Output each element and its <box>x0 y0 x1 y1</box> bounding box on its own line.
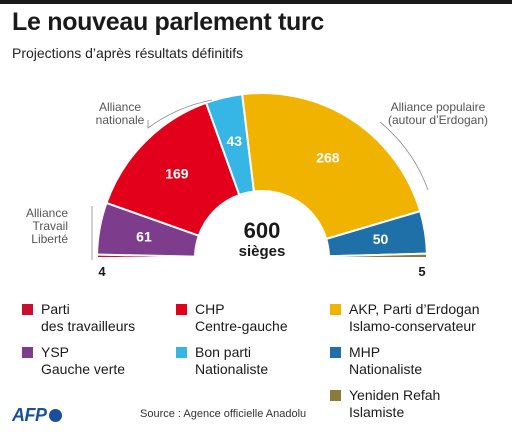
legend-swatch <box>330 390 341 401</box>
slice-label-3: 169 <box>165 165 189 181</box>
legend-item: Parti des travailleurs <box>22 301 135 335</box>
legend-swatch <box>176 304 187 315</box>
legend-label-line: Yeniden Refah <box>349 387 441 403</box>
afp-logo: AFP <box>12 405 62 426</box>
legend-label-line: Nationaliste <box>195 361 269 377</box>
alliance-label-populaire-line-1: Alliance populaire <box>391 100 486 114</box>
legend-label-line: Centre-gauche <box>195 318 288 334</box>
alliance-label-nationale-line-2: nationale <box>96 113 145 127</box>
source-note: Source : Agence officielle Anadolu <box>140 408 307 420</box>
slice-label-4: 43 <box>227 133 243 149</box>
legend-label-line: Islamiste <box>349 404 405 420</box>
afp-logo-text: AFP <box>12 405 47 425</box>
legend-label: YSP Gauche verte <box>41 344 125 378</box>
legend-label: MHP Nationaliste <box>349 344 422 378</box>
legend-label-line: YSP <box>41 344 70 360</box>
legend-label-line: Bon parti <box>195 344 252 360</box>
legend-label-line: Parti <box>41 301 70 317</box>
outside-label-right: 5 <box>418 264 425 279</box>
slice-label-5: 268 <box>316 150 340 166</box>
alliance-label-travail-line-1: Alliance <box>26 206 68 220</box>
alliance-label-populaire-line-2: (autour d’Erdogan) <box>388 113 488 127</box>
bracket-nationale <box>147 99 213 129</box>
legend-swatch <box>22 347 33 358</box>
center-seat-unit: sièges <box>239 243 286 260</box>
slice-label-6: 50 <box>373 231 389 247</box>
outside-label-left: 4 <box>98 264 106 279</box>
legend-label-line: MHP <box>349 344 381 360</box>
legend-item: YSP Gauche verte <box>22 344 125 378</box>
afp-logo-dot <box>48 409 62 422</box>
slice-label-2: 61 <box>136 228 152 244</box>
legend-label-line: Gauche verte <box>41 361 126 377</box>
alliance-label-travail-line-2: Travail <box>32 219 68 233</box>
legend-label-line: CHP <box>195 301 225 317</box>
legend-item: AKP, Parti d’Erdogan Islamo-conservateur <box>330 301 480 335</box>
legend-label: Bon parti Nationaliste <box>195 344 268 378</box>
legend-item: MHP Nationaliste <box>330 344 422 378</box>
top-rule <box>0 0 512 4</box>
chart-title: Le nouveau parlement turc <box>12 8 325 36</box>
legend-label-line: des travailleurs <box>41 318 136 334</box>
legend-item: Yeniden Refah Islamiste <box>330 387 440 421</box>
slice-3 <box>105 101 241 237</box>
bracket-populaire <box>379 121 429 191</box>
legend-label-line: Nationaliste <box>349 361 423 377</box>
alliance-label-nationale-line-1: Alliance <box>99 100 141 114</box>
slice-5 <box>241 92 422 241</box>
legend-item: CHP Centre-gauche <box>176 301 288 335</box>
alliance-label-travail-line-3: Liberté <box>31 232 68 246</box>
legend-swatch <box>330 347 341 358</box>
legend-label: Yeniden Refah Islamiste <box>349 387 440 421</box>
legend-label-line: Islamo-conservateur <box>349 318 476 334</box>
legend-item: Bon parti Nationaliste <box>176 344 268 378</box>
slice-7 <box>327 252 429 259</box>
legend-swatch <box>176 347 187 358</box>
center-seat-count: 600 <box>244 218 281 243</box>
chart-subtitle: Projections d’après résultats définitifs <box>12 45 244 61</box>
legend-label: CHP Centre-gauche <box>195 301 288 335</box>
legend-label: Parti des travailleurs <box>41 301 135 335</box>
legend-label: AKP, Parti d’Erdogan Islamo-conservateur <box>349 301 480 335</box>
legend-swatch <box>330 304 341 315</box>
legend-swatch <box>22 304 33 315</box>
legend-label-line: AKP, Parti d’Erdogan <box>349 301 480 317</box>
